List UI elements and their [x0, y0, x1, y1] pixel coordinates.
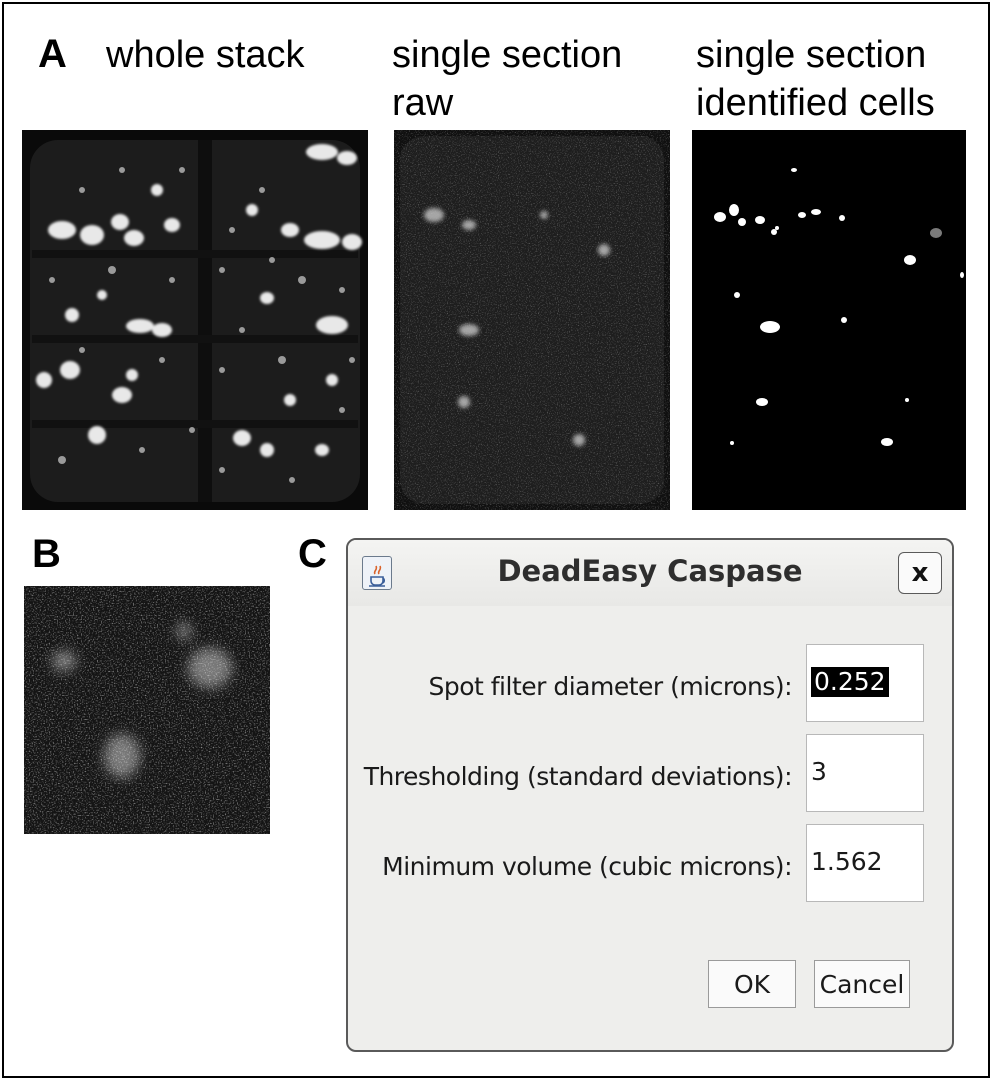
caption-single-raw-line1: single section [392, 34, 623, 76]
panel-b-zoom-image [24, 586, 270, 834]
dialog-title: DeadEasy Caspase [497, 554, 803, 588]
thresholding-label: Thresholding (standard deviations): [363, 762, 793, 791]
thresholding-value: 3 [811, 757, 827, 786]
ok-button[interactable]: OK [708, 960, 796, 1008]
minimum-volume-value: 1.562 [811, 847, 883, 876]
spot-filter-diameter-value: 0.252 [811, 667, 889, 697]
caption-single-cells-line2: identified cells [696, 82, 935, 124]
thresholding-input[interactable]: 3 [806, 734, 924, 812]
caption-single-cells-line1: single section [696, 34, 927, 76]
caption-single-raw-line2: raw [392, 82, 454, 124]
spot-filter-diameter-input[interactable]: 0.252 [806, 644, 924, 722]
deadeasy-caspase-dialog: DeadEasy Caspase x Spot filter diameter … [346, 538, 954, 1052]
caption-whole-stack: whole stack [106, 34, 305, 76]
java-cup-icon [362, 556, 392, 590]
dialog-titlebar: DeadEasy Caspase x [348, 540, 952, 606]
close-button[interactable]: x [898, 552, 942, 594]
minimum-volume-label: Minimum volume (cubic microns): [382, 852, 792, 881]
whole-stack-image [22, 130, 368, 510]
cancel-button[interactable]: Cancel [814, 960, 910, 1008]
spot-filter-diameter-label: Spot filter diameter (microns): [428, 672, 792, 701]
panel-letter-a: A [38, 32, 67, 76]
single-section-raw-image [394, 130, 670, 510]
panel-letter-c: C [298, 532, 327, 576]
panel-letter-b: B [32, 532, 61, 576]
minimum-volume-input[interactable]: 1.562 [806, 824, 924, 902]
single-section-identified-cells-image [692, 130, 966, 510]
